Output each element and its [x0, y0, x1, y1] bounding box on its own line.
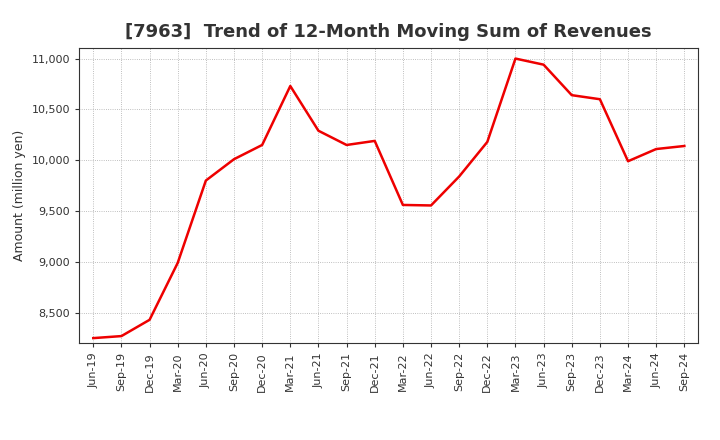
Y-axis label: Amount (million yen): Amount (million yen): [13, 130, 26, 261]
Title: [7963]  Trend of 12-Month Moving Sum of Revenues: [7963] Trend of 12-Month Moving Sum of R…: [125, 23, 652, 41]
